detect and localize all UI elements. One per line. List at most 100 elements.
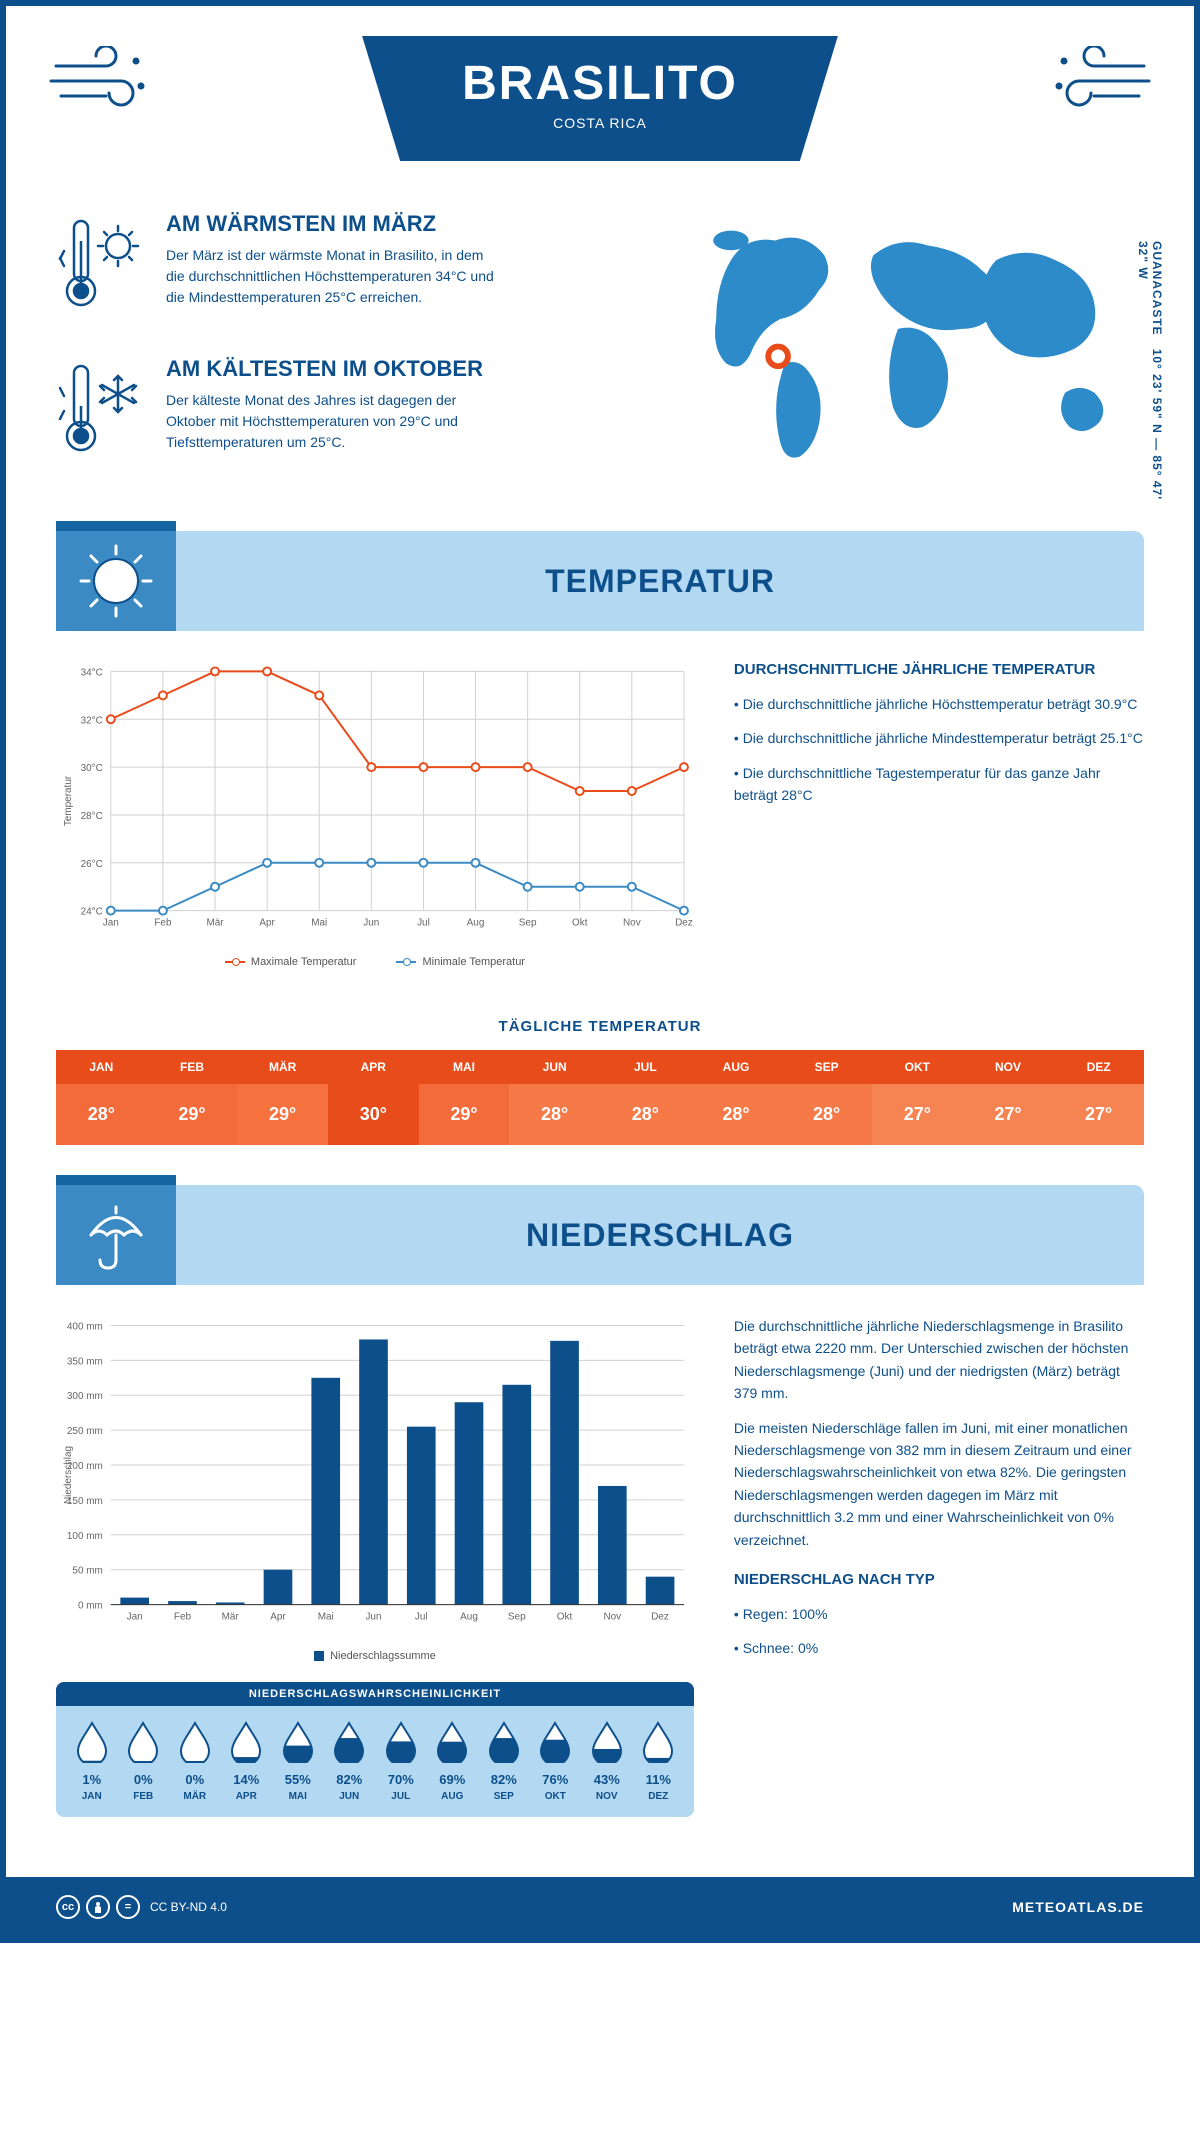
precip-probability-box: NIEDERSCHLAGSWAHRSCHEINLICHKEIT 1% JAN 0… — [56, 1682, 694, 1817]
legend-min: Minimale Temperatur — [396, 956, 525, 968]
temp-table-header: OKT — [872, 1050, 963, 1084]
svg-text:26°C: 26°C — [81, 859, 103, 870]
drop-item: 0% MÄR — [169, 1721, 221, 1802]
thermometer-sun-icon — [56, 211, 146, 326]
svg-text:Mai: Mai — [318, 1612, 334, 1623]
svg-text:34°C: 34°C — [81, 667, 103, 678]
temp-table-cell: 28° — [600, 1084, 691, 1145]
precip-paragraph: Die meisten Niederschläge fallen im Juni… — [734, 1417, 1144, 1551]
temperature-line-chart: 24°C26°C28°C30°C32°C34°CJanFebMärAprMaiJ… — [56, 661, 694, 941]
temp-table-header: APR — [328, 1050, 419, 1084]
precip-paragraph: Die durchschnittliche jährliche Niedersc… — [734, 1315, 1144, 1405]
svg-text:Nov: Nov — [603, 1612, 621, 1623]
raindrop-icon — [332, 1721, 366, 1763]
temp-table-header: SEP — [781, 1050, 872, 1084]
by-icon — [86, 1895, 110, 1919]
raindrop-icon — [384, 1721, 418, 1763]
drop-item: 11% DEZ — [633, 1721, 685, 1802]
precip-section-header: NIEDERSCHLAG — [56, 1185, 1144, 1285]
raindrop-icon — [487, 1721, 521, 1763]
svg-text:Niederschlag: Niederschlag — [63, 1446, 74, 1504]
drop-percent: 82% — [478, 1772, 530, 1787]
precip-type-item: • Schnee: 0% — [734, 1637, 1144, 1659]
svg-text:32°C: 32°C — [81, 715, 103, 726]
coldest-text: AM KÄLTESTEN IM OKTOBER Der kälteste Mon… — [166, 356, 496, 471]
infographic-page: BRASILITO COSTA RICA AM WÄRMSTEN IM MÄRZ… — [0, 0, 1200, 1943]
precip-legend: Niederschlagssumme — [56, 1650, 694, 1662]
svg-text:24°C: 24°C — [81, 907, 103, 918]
raindrop-icon — [435, 1721, 469, 1763]
precip-section-title: NIEDERSCHLAG — [176, 1217, 1144, 1254]
temp-content: 24°C26°C28°C30°C32°C34°CJanFebMärAprMaiJ… — [6, 631, 1194, 998]
svg-text:Dez: Dez — [675, 918, 693, 929]
temp-table-cell: 27° — [1053, 1084, 1144, 1145]
svg-text:Mär: Mär — [222, 1612, 240, 1623]
drop-percent: 0% — [118, 1772, 170, 1787]
temp-bullet: • Die durchschnittliche jährliche Mindes… — [734, 727, 1144, 749]
svg-text:Sep: Sep — [519, 918, 537, 929]
world-map-icon — [672, 211, 1144, 466]
cc-icons: cc = — [56, 1895, 140, 1919]
daily-temp-table: JANFEBMÄRAPRMAIJUNJULAUGSEPOKTNOVDEZ28°2… — [56, 1050, 1144, 1145]
svg-text:Temperatur: Temperatur — [63, 775, 74, 826]
raindrop-icon — [281, 1721, 315, 1763]
svg-text:Aug: Aug — [467, 918, 485, 929]
info-left: AM WÄRMSTEN IM MÄRZ Der März ist der wär… — [56, 211, 632, 501]
warmest-text: AM WÄRMSTEN IM MÄRZ Der März ist der wär… — [166, 211, 496, 326]
drop-month: AUG — [427, 1791, 479, 1802]
temp-table-header: JUL — [600, 1050, 691, 1084]
legend-max: Maximale Temperatur — [225, 956, 357, 968]
temp-table-header: MÄR — [237, 1050, 328, 1084]
svg-text:350 mm: 350 mm — [67, 1356, 103, 1367]
sun-icon — [56, 531, 176, 631]
cc-icon: cc — [56, 1895, 80, 1919]
drop-item: 1% JAN — [66, 1721, 118, 1802]
drop-month: NOV — [581, 1791, 633, 1802]
svg-text:Jan: Jan — [103, 918, 119, 929]
precip-chart-col: 0 mm50 mm100 mm150 mm200 mm250 mm300 mm3… — [56, 1315, 694, 1817]
location-title: BRASILITO — [462, 56, 738, 111]
svg-text:Jun: Jun — [363, 918, 379, 929]
drop-item: 55% MAI — [272, 1721, 324, 1802]
temp-table-header: JAN — [56, 1050, 147, 1084]
umbrella-icon — [56, 1185, 176, 1285]
svg-text:300 mm: 300 mm — [67, 1391, 103, 1402]
drop-item: 43% NOV — [581, 1721, 633, 1802]
drop-percent: 0% — [169, 1772, 221, 1787]
drop-month: FEB — [118, 1791, 170, 1802]
temp-facts-title: DURCHSCHNITTLICHE JÄHRLICHE TEMPERATUR — [734, 661, 1144, 678]
coldest-desc: Der kälteste Monat des Jahres ist dagege… — [166, 390, 496, 453]
drop-month: MÄR — [169, 1791, 221, 1802]
precip-facts: Die durchschnittliche jährliche Niedersc… — [734, 1315, 1144, 1817]
temp-table-header: JUN — [509, 1050, 600, 1084]
drop-month: SEP — [478, 1791, 530, 1802]
legend-precip: Niederschlagssumme — [314, 1650, 436, 1662]
precip-prob-title: NIEDERSCHLAGSWAHRSCHEINLICHKEIT — [56, 1682, 694, 1706]
svg-text:28°C: 28°C — [81, 811, 103, 822]
drop-percent: 43% — [581, 1772, 633, 1787]
temp-table-cell: 27° — [872, 1084, 963, 1145]
svg-text:Mär: Mär — [206, 918, 224, 929]
drops-row: 1% JAN 0% FEB 0% MÄR 14% — [56, 1706, 694, 1802]
warmest-desc: Der März ist der wärmste Monat in Brasil… — [166, 245, 496, 308]
drop-item: 0% FEB — [118, 1721, 170, 1802]
drop-percent: 82% — [324, 1772, 376, 1787]
svg-text:Apr: Apr — [259, 918, 275, 929]
svg-text:Sep: Sep — [508, 1612, 526, 1623]
raindrop-icon — [75, 1721, 109, 1763]
info-row: AM WÄRMSTEN IM MÄRZ Der März ist der wär… — [6, 161, 1194, 531]
drop-month: MAI — [272, 1791, 324, 1802]
temp-table-header: AUG — [691, 1050, 782, 1084]
svg-text:0 mm: 0 mm — [78, 1601, 103, 1612]
precip-content: 0 mm50 mm100 mm150 mm200 mm250 mm300 mm3… — [6, 1285, 1194, 1847]
location-subtitle: COSTA RICA — [462, 115, 738, 131]
temp-table-cell: 28° — [781, 1084, 872, 1145]
svg-text:Jul: Jul — [415, 1612, 428, 1623]
temp-section-header: TEMPERATUR — [56, 531, 1144, 631]
svg-text:Feb: Feb — [154, 918, 172, 929]
precip-text: Die durchschnittliche jährliche Niedersc… — [734, 1315, 1144, 1551]
temp-table-cell: 28° — [691, 1084, 782, 1145]
nd-icon: = — [116, 1895, 140, 1919]
raindrop-icon — [590, 1721, 624, 1763]
warmest-block: AM WÄRMSTEN IM MÄRZ Der März ist der wär… — [56, 211, 632, 326]
